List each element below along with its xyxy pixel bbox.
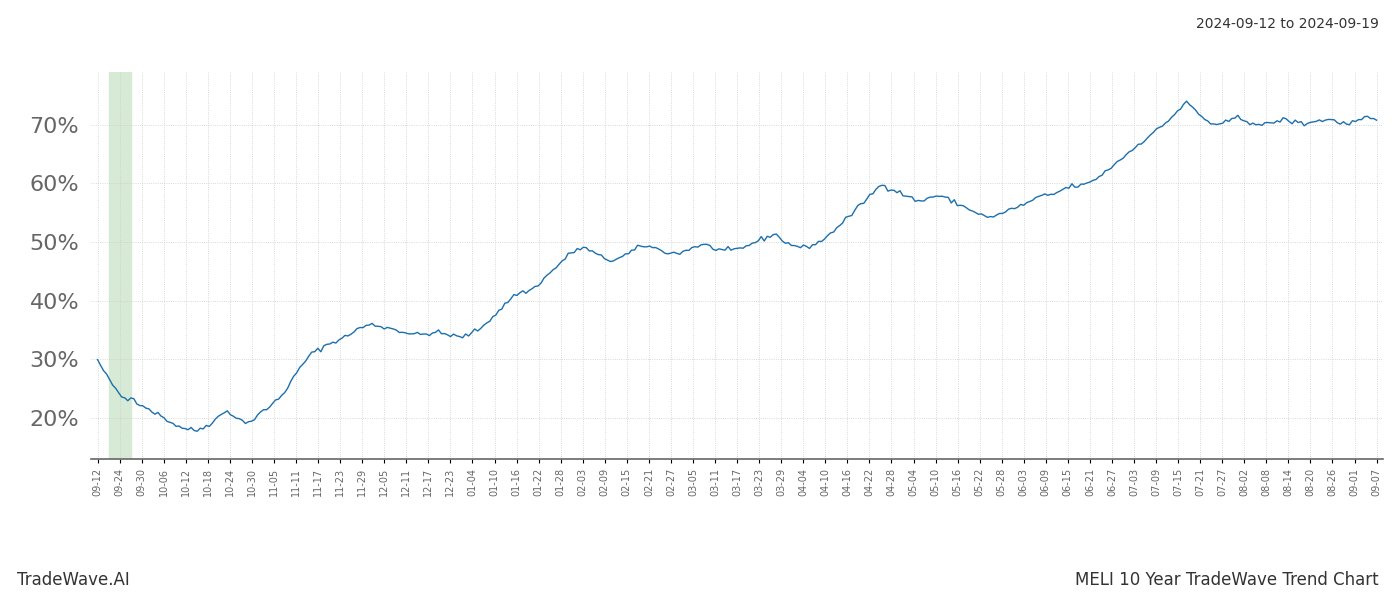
Bar: [109, 72, 130, 459]
Text: TradeWave.AI: TradeWave.AI: [17, 571, 130, 589]
Text: 2024-09-12 to 2024-09-19: 2024-09-12 to 2024-09-19: [1196, 17, 1379, 31]
Text: MELI 10 Year TradeWave Trend Chart: MELI 10 Year TradeWave Trend Chart: [1075, 571, 1379, 589]
